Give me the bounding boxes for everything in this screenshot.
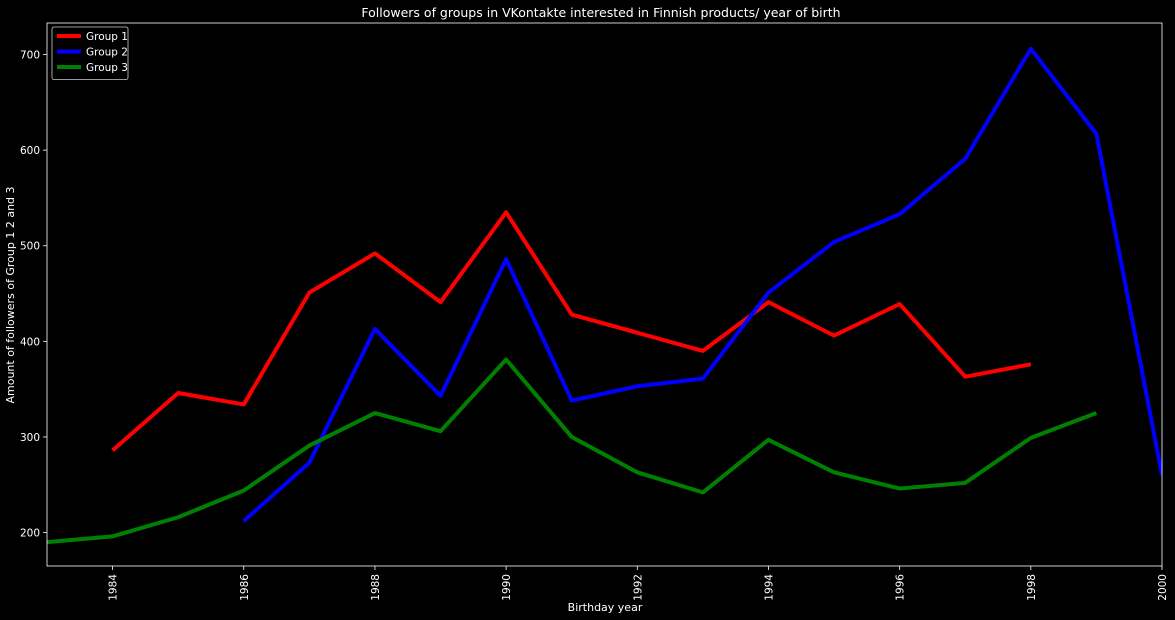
- series-line-3: [47, 357, 1098, 545]
- y-tick-label: 300: [20, 432, 40, 444]
- series-line-1: [111, 210, 1032, 452]
- plot-area: 1984 1986 1988 1990 1992 1994 1996 1998 2000 200 3…: [20, 22, 1169, 601]
- y-tick-label: 700: [20, 50, 40, 62]
- x-tick-label: 1998: [1026, 574, 1038, 601]
- y-tick-label: 200: [20, 528, 40, 540]
- x-tick-label: 1994: [763, 574, 775, 601]
- legend: Group 1 Group 2 Group 3: [51, 26, 129, 80]
- axes-frame: [46, 22, 1163, 567]
- x-tick-label: 1988: [370, 574, 382, 601]
- chart-title: Followers of groups in VKontakte interes…: [361, 5, 840, 20]
- x-tick-label: 1996: [895, 574, 907, 601]
- x-tick-label: 1986: [239, 574, 251, 601]
- x-axis-label: Birthday year: [568, 601, 643, 614]
- x-tick-label: 1984: [108, 574, 120, 601]
- y-tick-label: 600: [20, 145, 40, 157]
- y-tick-label: 400: [20, 336, 40, 348]
- x-tick-label: 1992: [632, 574, 644, 601]
- legend-label-2: Group 2: [86, 47, 128, 59]
- legend-label-1: Group 1: [86, 31, 128, 43]
- x-tick-label: 1990: [501, 574, 513, 601]
- y-tick-label: 500: [20, 241, 40, 253]
- y-axis-label: Amount of followers of Group 1 2 and 3: [4, 186, 17, 403]
- x-tick-label: 2000: [1157, 574, 1169, 601]
- legend-label-3: Group 3: [86, 62, 128, 74]
- series-line-2: [242, 46, 1162, 523]
